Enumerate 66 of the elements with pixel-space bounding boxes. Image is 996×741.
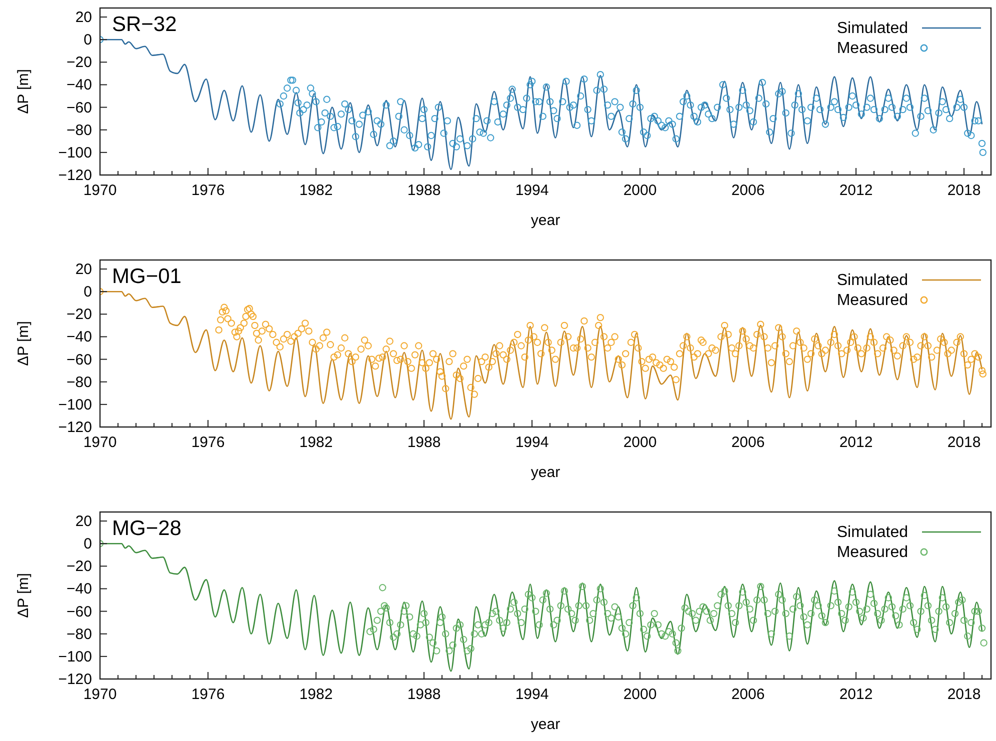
- legend-label: Measured: [836, 292, 908, 309]
- y-axis-title: ΔP [m]: [15, 69, 32, 114]
- x-tick-label: 1988: [407, 434, 441, 451]
- legend-label: Simulated: [836, 524, 908, 541]
- x-tick-label: 2018: [947, 686, 981, 703]
- legend-label: Measured: [836, 40, 908, 57]
- x-tick-label: 2018: [947, 182, 981, 199]
- y-tick-label: −120: [58, 419, 92, 436]
- y-tick-label: −20: [66, 558, 92, 576]
- x-tick-label: 1970: [83, 182, 117, 199]
- x-tick-label: 2012: [839, 686, 873, 703]
- y-tick-label: −80: [66, 122, 92, 139]
- x-tick-label: 1982: [299, 686, 333, 703]
- y-tick-label: −120: [58, 167, 92, 184]
- x-tick-label: 2000: [623, 434, 657, 451]
- x-tick-label: 1988: [407, 686, 441, 703]
- x-tick-label: 1970: [83, 434, 117, 451]
- x-tick-label: 2018: [947, 434, 981, 451]
- y-tick-label: −20: [66, 54, 92, 72]
- x-tick-label: 2006: [731, 182, 765, 199]
- x-tick-label: 1988: [407, 182, 441, 199]
- x-tick-label: 2000: [623, 686, 657, 703]
- y-tick-label: −40: [66, 328, 92, 346]
- y-tick-label: −60: [66, 351, 92, 368]
- y-tick-label: 0: [84, 536, 92, 553]
- y-tick-label: −100: [58, 648, 92, 666]
- y-tick-label: −80: [66, 626, 92, 643]
- x-tick-label: 1976: [191, 434, 225, 451]
- x-tick-label: 2000: [623, 182, 657, 199]
- x-tick-label: 1970: [83, 686, 117, 703]
- chart-title: MG−01: [112, 265, 182, 288]
- y-tick-label: 0: [84, 32, 92, 49]
- x-tick-label: 2012: [839, 434, 873, 451]
- x-axis-title: year: [530, 716, 560, 733]
- y-axis-title: ΔP [m]: [15, 573, 32, 618]
- y-axis-title: ΔP [m]: [15, 321, 32, 366]
- x-tick-label: 2006: [731, 686, 765, 703]
- x-tick-label: 1994: [515, 434, 549, 451]
- x-tick-label: 2006: [731, 434, 765, 451]
- x-tick-label: 1976: [191, 182, 225, 199]
- y-tick-label: −40: [66, 76, 92, 94]
- legend-label: Measured: [836, 544, 908, 561]
- legend-label: Simulated: [836, 272, 908, 289]
- x-axis-title: year: [530, 464, 560, 481]
- x-tick-label: 2012: [839, 182, 873, 199]
- y-tick-label: 20: [75, 9, 92, 26]
- y-tick-label: −20: [66, 306, 92, 324]
- y-tick-label: 0: [84, 284, 92, 301]
- y-tick-label: −100: [58, 396, 92, 414]
- y-tick-label: −120: [58, 671, 92, 688]
- legend-label: Simulated: [836, 20, 908, 37]
- y-tick-label: −100: [58, 144, 92, 162]
- x-tick-label: 1982: [299, 182, 333, 199]
- x-axis-title: year: [530, 212, 560, 229]
- x-tick-label: 1994: [515, 182, 549, 199]
- y-tick-label: −60: [66, 603, 92, 620]
- y-tick-label: −80: [66, 374, 92, 391]
- chart-title: SR−32: [112, 13, 177, 36]
- y-tick-label: 20: [75, 513, 92, 530]
- x-tick-label: 1994: [515, 686, 549, 703]
- x-tick-label: 1982: [299, 434, 333, 451]
- y-tick-label: −40: [66, 580, 92, 598]
- y-tick-label: −60: [66, 99, 92, 116]
- y-tick-label: 20: [75, 261, 92, 278]
- x-tick-label: 1976: [191, 686, 225, 703]
- chart-title: MG−28: [112, 517, 182, 540]
